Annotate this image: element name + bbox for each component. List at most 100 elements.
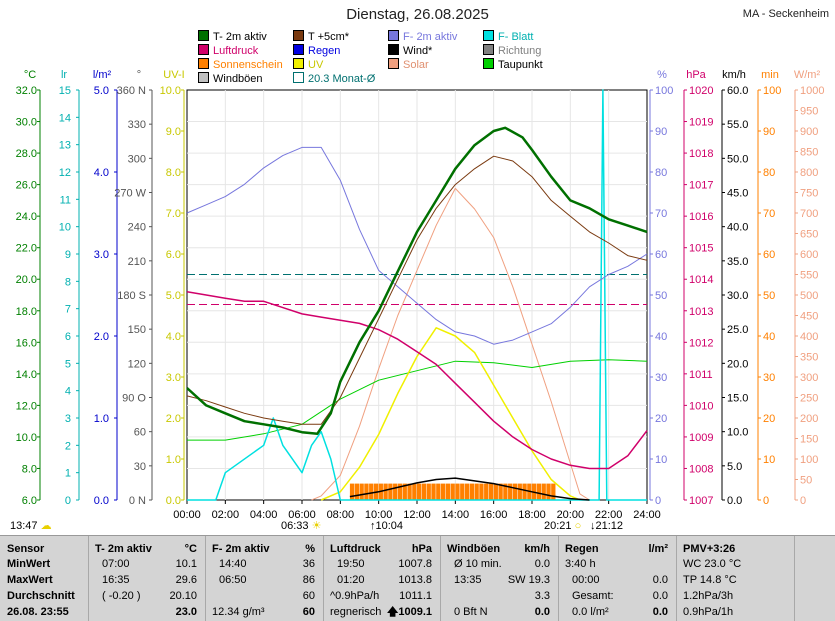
legend-swatch (198, 58, 209, 69)
axis-tick-label-solar: 900 (800, 126, 818, 138)
moonrise-time: 13:47 ☁ (10, 520, 52, 532)
x-tick-label: 12:00 (403, 509, 431, 521)
cell: 23.0 (175, 606, 197, 618)
axis-tick-label-solar: 800 (800, 167, 818, 179)
chart-title: Dienstag, 26.08.2025 (346, 6, 489, 23)
cell: 3.3 (534, 590, 550, 602)
axis-tick-label-uv: 2.0 (166, 413, 181, 425)
axis-tick-label-leaf: 1 (65, 468, 71, 480)
sunshine-bar (369, 483, 374, 500)
sunshine-bar (484, 483, 489, 500)
axis-tick-label-leaf: 2 (65, 440, 71, 452)
sunshine-bar (541, 483, 546, 500)
x-tick-label: 02:00 (212, 509, 240, 521)
axis-tick-label-rain: 4.0 (94, 167, 109, 179)
axis-tick-label-leaf: 8 (65, 276, 71, 288)
sunshine-bar (460, 483, 465, 500)
axis-tick-label-sunmin: 30 (763, 372, 775, 384)
axis-tick-label-sunmin: 50 (763, 290, 775, 302)
axis-tick-label-wind: 35.0 (727, 256, 748, 268)
axis-tick-label-hum: 100 (655, 85, 673, 97)
axis-tick-label-solar: 1000 (800, 85, 824, 97)
axis-tick-label-uv: 7.0 (166, 208, 181, 220)
x-tick-label: 14:00 (442, 509, 470, 521)
legend-swatch (293, 58, 304, 69)
axis-tick-label-uv: 9.0 (166, 126, 181, 138)
sunshine-bar (522, 483, 527, 500)
legend-item-sunshine: Sonnenschein (198, 58, 283, 72)
axis-tick-label-solar: 350 (800, 352, 818, 364)
cell: Ø 10 min. (454, 558, 502, 570)
axis-tick-label-hum: 60 (655, 249, 667, 261)
sunshine-bar (498, 483, 503, 500)
axis-tick-label-solar: 700 (800, 208, 818, 220)
cell: 16:35 (102, 574, 130, 586)
cell: 60 (302, 590, 315, 602)
sunshine-bar (503, 483, 508, 500)
axis-tick-label-dir: 360 N (117, 85, 146, 97)
axis-tick-label-uv: 1.0 (166, 454, 181, 466)
legend-swatch (198, 30, 209, 41)
sunshine-bar (417, 483, 422, 500)
sunshine-bar (479, 483, 484, 500)
axis-tick-label-solar: 600 (800, 249, 818, 261)
axis-tick-label-leaf: 0 (65, 495, 71, 507)
axis-unit-uv: UV-I (163, 69, 184, 81)
legend-swatch (293, 44, 304, 55)
legend-swatch (388, 30, 399, 41)
axis-tick-label-temp: 20.0 (16, 274, 37, 286)
sunshine-bar (536, 483, 542, 500)
axis-tick-label-uv: 8.0 (166, 167, 181, 179)
axis-tick-label-solar: 950 (800, 106, 818, 118)
moonset-time: ↓21:12 (590, 520, 624, 532)
cell: 1.2hPa/3h (683, 590, 734, 602)
axis-tick-label-temp: 10.0 (16, 432, 37, 444)
cell: WC 23.0 °C (683, 558, 742, 570)
axis-tick-label-solar: 200 (800, 413, 818, 425)
axis-tick-label-temp: 32.0 (16, 85, 37, 97)
series-solar (311, 187, 590, 501)
cell: 01:20 (337, 574, 365, 586)
sunshine-bar (455, 483, 460, 500)
x-tick-label: 18:00 (518, 509, 546, 521)
axis-tick-label-press: 1020 (689, 85, 713, 97)
axis-tick-label-wind: 30.0 (727, 290, 748, 302)
axis-tick-label-sunmin: 10 (763, 454, 775, 466)
sunshine-bar (440, 483, 446, 500)
cell: 1007.8 (398, 558, 432, 570)
col-unit: km/h (524, 543, 550, 555)
axis-unit-wind: km/h (722, 69, 746, 81)
cell: ( -0.20 ) (102, 590, 141, 602)
sunshine-bar (488, 483, 494, 500)
sunshine-bar (397, 483, 403, 500)
legend-swatch (388, 44, 399, 55)
sunshine-bar (517, 483, 522, 500)
sunshine-bar (364, 483, 369, 500)
axis-tick-label-wind: 15.0 (727, 393, 748, 405)
axis-tick-label-press: 1008 (689, 463, 713, 475)
axis-tick-label-press: 1012 (689, 337, 713, 349)
sunshine-bar (349, 483, 355, 500)
axis-tick-label-leaf: 10 (59, 222, 71, 234)
legend-item-hum: F- 2m aktiv (388, 30, 457, 44)
axis-tick-label-sunmin: 0 (763, 495, 769, 507)
legend-item-pressure: Luftdruck (198, 44, 258, 58)
sunset-time: 20:21 ○ (544, 520, 582, 532)
axis-unit-hum: % (657, 69, 667, 81)
axis-tick-label-leaf: 15 (59, 85, 71, 97)
table-col-humidity: F- 2m aktiv % 14:40 36 06:50 86 60 12.34… (205, 536, 324, 621)
legend-swatch (198, 44, 209, 55)
series-f-blatt (187, 89, 647, 501)
row-label-min: MinWert (7, 558, 51, 570)
axis-tick-label-rain: 5.0 (94, 85, 109, 97)
axis-tick-label-wind: 45.0 (727, 188, 748, 200)
axis-tick-label-solar: 550 (800, 270, 818, 282)
axis-tick-label-temp: 22.0 (16, 243, 37, 255)
axis-tick-label-solar: 150 (800, 434, 818, 446)
axis-tick-label-leaf: 4 (65, 386, 71, 398)
cell: 0.0 (534, 558, 550, 570)
series-uv (320, 327, 581, 501)
axis-tick-label-temp: 12.0 (16, 400, 37, 412)
sunshine-bar (508, 483, 513, 500)
col-header: F- 2m aktiv (212, 543, 270, 555)
